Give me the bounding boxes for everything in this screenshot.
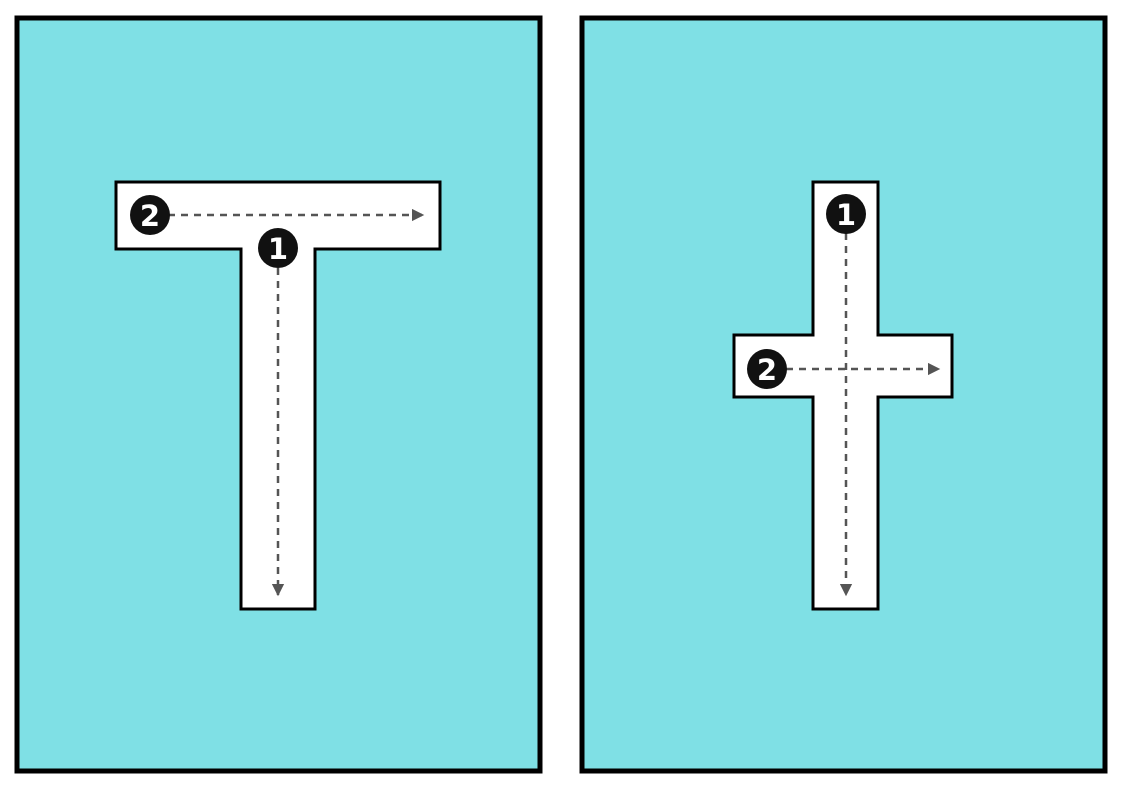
step-2-marker: 2 bbox=[130, 195, 170, 235]
letter-T-outline bbox=[114, 180, 442, 611]
svg-text:1: 1 bbox=[268, 232, 288, 266]
panel-letter-T: 1 2 bbox=[14, 15, 543, 774]
panel-letter-t: 1 2 bbox=[579, 15, 1108, 774]
letter-t-outline bbox=[732, 180, 954, 611]
svg-text:2: 2 bbox=[140, 199, 160, 233]
step-1-marker: 1 bbox=[826, 194, 866, 234]
svg-text:1: 1 bbox=[836, 198, 856, 232]
step-1-marker: 1 bbox=[258, 228, 298, 268]
step-2-marker: 2 bbox=[747, 349, 787, 389]
svg-text:2: 2 bbox=[757, 353, 777, 387]
